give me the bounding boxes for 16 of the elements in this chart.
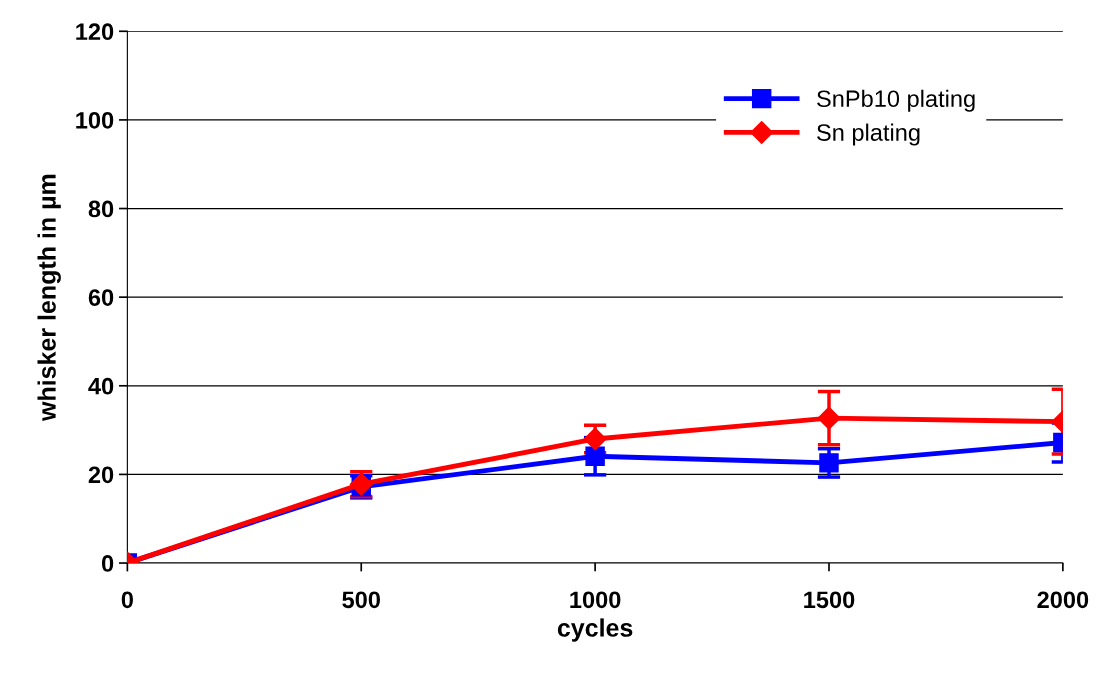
x-tick-label: 2000 (1037, 591, 1089, 609)
y-tick-label: 40 (88, 377, 114, 395)
x-tick-label: 1000 (570, 591, 621, 609)
y-tick-label: 20 (88, 466, 114, 484)
legend-label: Sn plating (817, 123, 920, 146)
y-tick-label: 80 (88, 200, 114, 218)
y-tick-label: 60 (88, 289, 114, 306)
x-tick-label: 1500 (804, 591, 855, 609)
legend-label: SnPb10 plating (817, 89, 975, 112)
x-tick-label: 500 (342, 591, 380, 609)
y-tick-label: 0 (101, 555, 114, 572)
y-tick-label: 120 (76, 23, 114, 41)
y-axis-title: whisker length in µm (37, 174, 61, 422)
y-tick-label: 100 (76, 111, 114, 129)
x-tick-label: 0 (121, 591, 133, 609)
x-axis-title: cycles (557, 618, 633, 642)
